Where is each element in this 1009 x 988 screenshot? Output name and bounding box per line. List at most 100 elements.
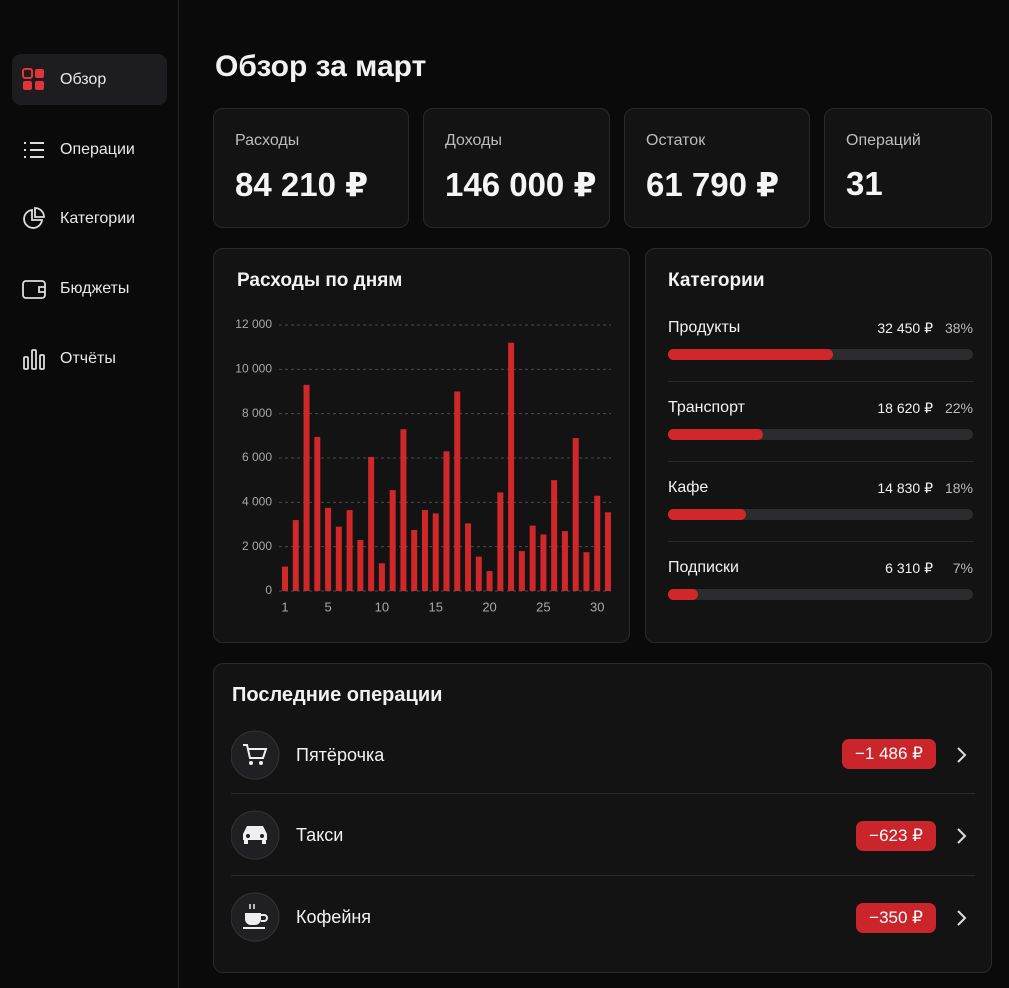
bar — [368, 456, 375, 591]
op-row[interactable]: Такси −623 ₽ — [231, 810, 975, 862]
divider — [668, 461, 973, 462]
progress-track — [668, 429, 973, 440]
stat-label: Расходы — [235, 132, 300, 149]
x-tick-label: 1 — [281, 599, 288, 614]
category-row: Кафе 14 830 ₽ 18% — [668, 479, 973, 539]
op-icon — [231, 730, 280, 780]
bar — [443, 451, 450, 591]
stat-value: 61 790 ₽ — [646, 166, 780, 203]
bar — [486, 571, 493, 591]
progress-fill — [668, 349, 833, 360]
nav-label: Категории — [60, 209, 136, 227]
category-row: Транспорт 18 620 ₽ 22% — [668, 399, 973, 459]
stat-value: 31 — [846, 165, 883, 202]
bar — [551, 480, 558, 591]
chevron — [957, 828, 967, 844]
card-title: Категории — [668, 270, 765, 291]
nav-item[interactable]: Операции — [12, 124, 167, 175]
nav-item[interactable]: Обзор — [12, 54, 167, 105]
op-icon — [231, 810, 280, 860]
category-share: 38% — [944, 320, 973, 336]
category-row: Подписки 6 310 ₽ 7% — [668, 559, 973, 619]
progress-track — [668, 349, 973, 360]
op-name: Пятёрочка — [296, 745, 385, 765]
nav-item[interactable]: Категории — [12, 193, 167, 244]
x-tick-label: 30 — [590, 599, 604, 614]
op-amount: −350 ₽ — [856, 903, 936, 933]
divider — [231, 875, 975, 876]
bar — [314, 436, 321, 591]
bar — [572, 438, 579, 591]
chevron — [957, 910, 967, 926]
op-name: Кофейня — [296, 907, 372, 927]
divider — [668, 381, 973, 382]
bar — [411, 530, 418, 591]
stat-card: Остаток 61 790 ₽ — [624, 108, 810, 228]
icon — [24, 141, 44, 158]
bar — [282, 566, 288, 591]
y-tick-label: 6 000 — [242, 450, 272, 464]
divider — [231, 793, 975, 794]
y-tick-label: 8 000 — [242, 406, 272, 420]
op-amount: −1 486 ₽ — [841, 739, 936, 769]
category-amount: 32 450 ₽ — [877, 320, 933, 336]
chart-title: Расходы по дням — [237, 270, 402, 291]
stat-label: Остаток — [646, 132, 706, 149]
bar — [378, 563, 385, 591]
stat-card: Расходы 84 210 ₽ — [213, 108, 409, 228]
nav-item[interactable]: Бюджеты — [12, 263, 167, 314]
bar — [400, 429, 407, 591]
bar — [594, 495, 601, 591]
bar — [605, 512, 611, 591]
bar — [583, 552, 590, 591]
bar — [454, 391, 461, 591]
nav-label: Отчёты — [60, 349, 116, 367]
bar — [432, 513, 439, 591]
recent-card: Последние операции Пятёрочка −1 486 ₽ Та… — [213, 663, 992, 973]
bar — [518, 551, 525, 591]
stat-value: 146 000 ₽ — [445, 166, 597, 203]
stat-value: 84 210 ₽ — [235, 166, 369, 203]
nav-label: Операции — [60, 140, 135, 158]
bar — [508, 342, 515, 591]
op-row[interactable]: Пятёрочка −1 486 ₽ — [231, 730, 975, 782]
category-row: Продукты 32 450 ₽ 38% — [668, 319, 973, 379]
bar — [497, 492, 504, 591]
bar — [475, 556, 482, 591]
op-row[interactable]: Кофейня −350 ₽ — [231, 892, 975, 944]
y-tick-label: 12 000 — [235, 317, 272, 331]
x-tick-label: 15 — [428, 599, 442, 614]
progress-track — [668, 589, 973, 600]
category-share: 18% — [944, 480, 973, 496]
stat-card: Доходы 146 000 ₽ — [423, 108, 610, 228]
category-amount: 6 310 ₽ — [885, 560, 933, 576]
icon — [22, 67, 44, 90]
x-tick-label: 25 — [536, 599, 550, 614]
page-title: Обзор за март — [215, 50, 427, 83]
bar — [421, 510, 428, 591]
category-share: 22% — [944, 400, 973, 416]
icon — [23, 348, 45, 370]
bar — [335, 526, 342, 591]
categories-card: Категории Продукты 32 450 ₽ 38% Транспорт 18… — [645, 248, 992, 643]
x-tick-label: 10 — [375, 599, 389, 614]
category-name: Подписки — [668, 559, 739, 576]
bar — [561, 531, 568, 591]
icon — [23, 206, 45, 229]
sidebar: Обзор Операции Категории Бюджеты Отчёты — [0, 0, 179, 988]
divider — [668, 541, 973, 542]
card-title: Последние операции — [232, 684, 443, 706]
bar — [465, 523, 472, 591]
progress-fill — [668, 509, 746, 520]
y-tick-label: 10 000 — [235, 362, 272, 376]
category-name: Кафе — [668, 479, 709, 496]
nav-item[interactable]: Отчёты — [12, 333, 167, 384]
category-share: 7% — [952, 560, 973, 576]
chart: Расходы по дням 0 2 000 4 000 6 000 8 000 10 … — [235, 270, 611, 614]
bar — [389, 490, 396, 591]
chevron — [957, 747, 967, 763]
bar — [303, 384, 310, 591]
icon — [22, 279, 46, 299]
x-tick-label: 20 — [482, 599, 496, 614]
